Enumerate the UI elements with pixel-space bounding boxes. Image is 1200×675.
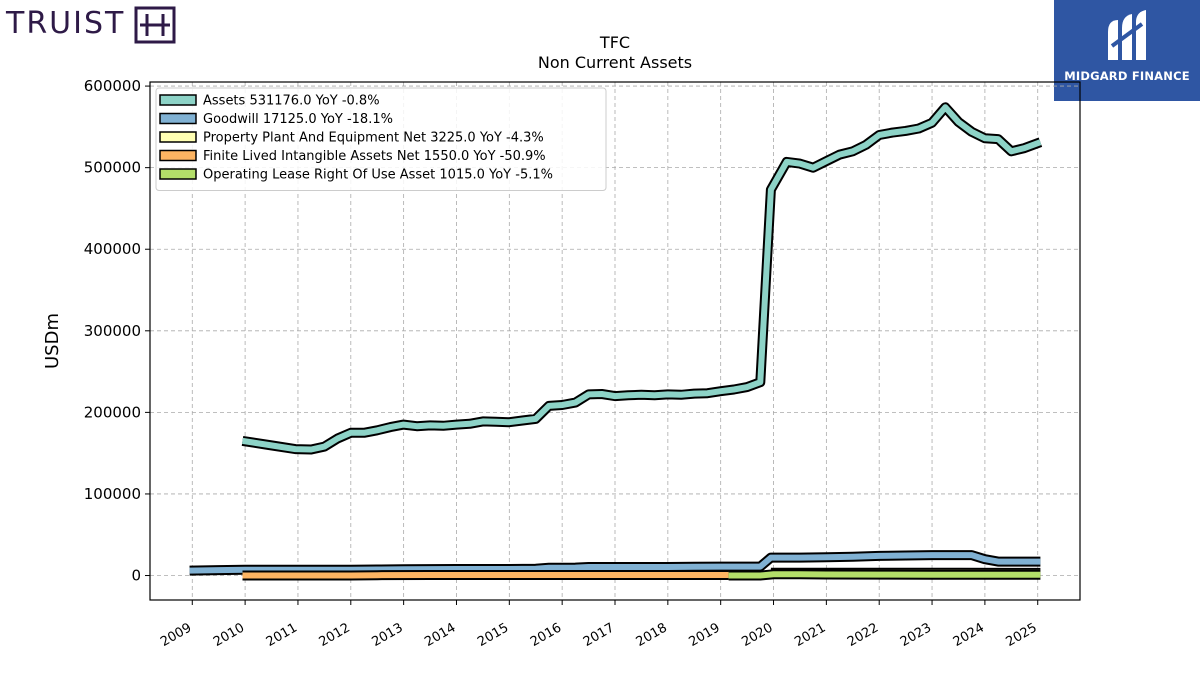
y-tick-label: 200000: [84, 403, 141, 421]
chart-subtitle: Non Current Assets: [538, 53, 692, 72]
y-tick-label: 300000: [84, 322, 141, 340]
y-tick-label: 400000: [84, 240, 141, 258]
series-lines: [189, 102, 1043, 581]
midgard-finance-logo: MIDGARD FINANCE: [1054, 0, 1200, 101]
x-tick-label: 2016: [528, 620, 564, 650]
x-tick-label: 2023: [898, 620, 934, 650]
x-tick-label: 2019: [687, 620, 723, 650]
legend-label: Operating Lease Right Of Use Asset 1015.…: [203, 168, 553, 183]
series-line: [728, 571, 1041, 579]
legend-box: [155, 87, 607, 191]
y-tick-label: 500000: [84, 159, 141, 177]
legend-label: Goodwill 17125.0 YoY -18.1%: [203, 112, 393, 127]
series-line: [189, 552, 1041, 574]
y-axis-ticks: 0 100000 200000 300000 400000 500000 600000: [84, 77, 150, 585]
chart-title: TFC: [599, 33, 630, 52]
x-tick-label: 2010: [211, 620, 247, 650]
legend-swatch: [159, 149, 197, 162]
x-tick-label: 2015: [475, 620, 511, 650]
x-tick-label: 2025: [1004, 620, 1040, 650]
legend-swatch: [159, 131, 197, 143]
x-tick-label: 2024: [951, 620, 987, 650]
legend: Assets 531176.0 YoY -0.8% Goodwill 17125.…: [155, 87, 607, 191]
x-tick-label: 2013: [369, 620, 405, 650]
midgard-wordmark: MIDGARD FINANCE: [1064, 69, 1190, 83]
midgard-m-icon: [1108, 10, 1146, 60]
x-tick-label: 2017: [581, 620, 617, 650]
legend-label: Finite Lived Intangible Assets Net 1550.…: [203, 149, 546, 164]
truist-wordmark: TRUIST: [6, 6, 126, 41]
x-tick-label: 2012: [317, 620, 353, 650]
y-tick-label: 0: [131, 567, 141, 585]
truist-logo: TRUIST: [6, 4, 176, 44]
legend-swatch: [159, 168, 197, 180]
legend-swatch: [159, 112, 197, 125]
x-tick-label: 2011: [264, 620, 300, 650]
truist-h-icon: [134, 6, 176, 44]
legend-swatch: [159, 94, 197, 106]
legend-label: Property Plant And Equipment Net 3225.0 …: [203, 131, 544, 146]
legend-label: Assets 531176.0 YoY -0.8%: [203, 94, 380, 109]
x-tick-label: 2009: [158, 620, 194, 650]
y-axis-label: USDm: [42, 313, 63, 369]
x-tick-label: 2020: [739, 620, 775, 650]
series-line: [242, 104, 1042, 453]
series-line: [242, 572, 729, 579]
y-tick-label: 600000: [84, 77, 141, 95]
x-axis-ticks: 2009 2010 2011 2012 2013 2014 2015 2016 2017 2018…: [158, 600, 1040, 650]
x-tick-label: 2022: [845, 620, 881, 650]
y-tick-label: 100000: [84, 485, 141, 503]
x-tick-label: 2018: [634, 620, 670, 650]
x-tick-label: 2014: [422, 620, 458, 650]
x-tick-label: 2021: [792, 620, 828, 650]
